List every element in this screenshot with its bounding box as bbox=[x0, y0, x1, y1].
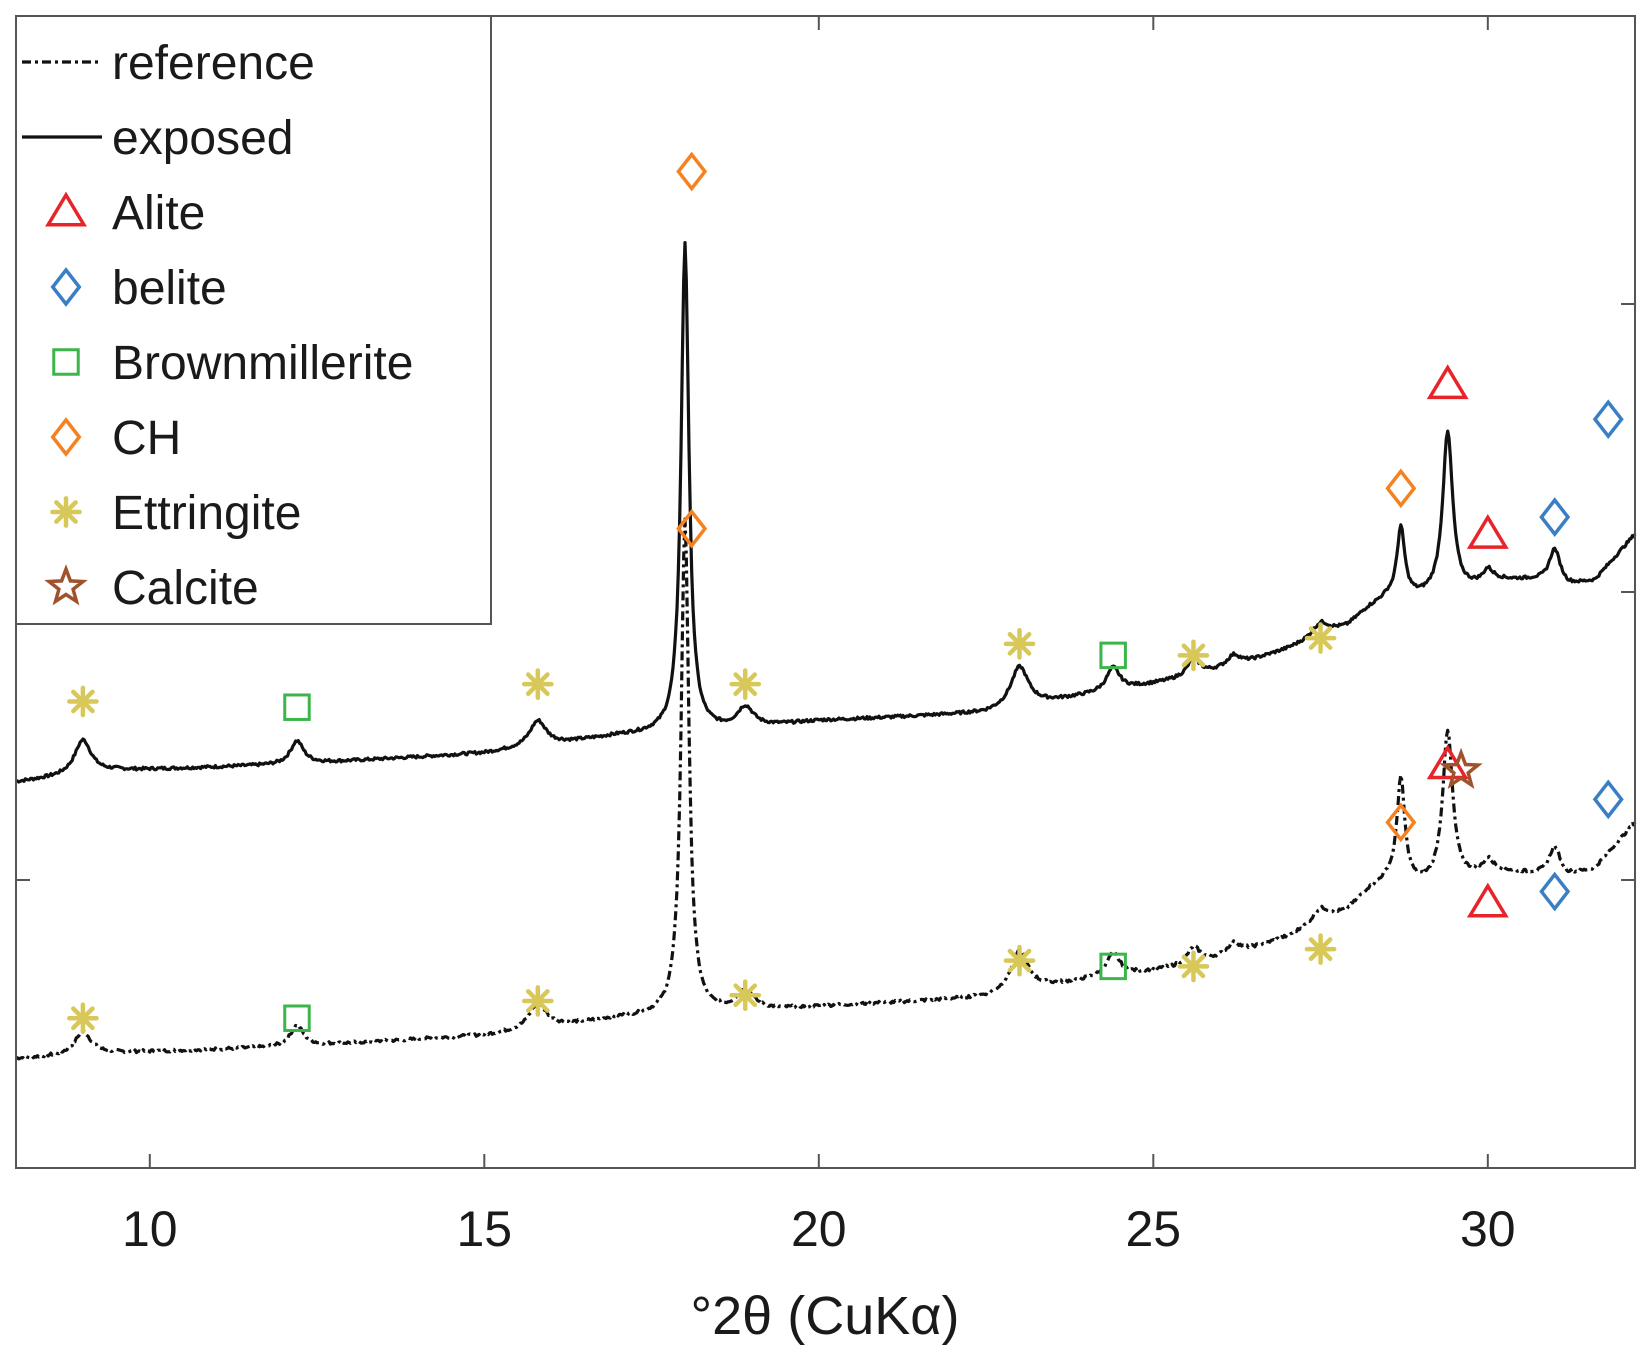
marker-ch-23 bbox=[1385, 802, 1417, 843]
marker-ettringite-15 bbox=[67, 1002, 99, 1035]
legend-label: Alite bbox=[112, 187, 205, 240]
series-line-exposed bbox=[15, 241, 1637, 784]
x-axis-label: °2θ (CuKα) bbox=[691, 1286, 960, 1346]
legend-label: reference bbox=[112, 37, 315, 90]
marker-brownmillerite-16 bbox=[283, 1004, 311, 1032]
legend-label: CH bbox=[112, 412, 181, 465]
legend-box bbox=[15, 15, 492, 625]
series-line-reference bbox=[15, 517, 1637, 1061]
legend-entry-alite: Alite bbox=[45, 187, 205, 240]
marker-ch-10 bbox=[1385, 468, 1417, 509]
x-tick-label-20: 20 bbox=[791, 1201, 847, 1257]
marker-ettringite-19 bbox=[1003, 944, 1036, 977]
marker-brownmillerite-20 bbox=[1099, 952, 1127, 981]
marker-ettringite-18 bbox=[729, 979, 762, 1012]
legend-entry-ch: CH bbox=[50, 412, 181, 465]
marker-ettringite-8 bbox=[1177, 639, 1210, 672]
x-tick-label-25: 25 bbox=[1126, 1201, 1182, 1257]
marker-calcite-25 bbox=[1439, 747, 1483, 790]
legend-label: belite bbox=[112, 262, 227, 315]
legend-entry-brownmillerite: Brownmillerite bbox=[52, 337, 413, 390]
legend-entry-exposed: exposed bbox=[22, 112, 293, 165]
series-layer bbox=[15, 241, 1637, 1061]
legend-swatch-calcite bbox=[44, 564, 88, 606]
marker-ettringite-6 bbox=[1003, 627, 1036, 660]
marker-ettringite-2 bbox=[521, 668, 554, 701]
marker-belite-13 bbox=[1539, 497, 1571, 537]
marker-ettringite-17 bbox=[521, 985, 554, 1017]
marker-alite-11 bbox=[1426, 364, 1469, 400]
legend-entry-reference: reference bbox=[22, 37, 315, 90]
marker-belite-14 bbox=[1592, 399, 1624, 440]
legend-swatch-ettringite bbox=[50, 496, 82, 528]
legend-swatch-belite bbox=[50, 267, 82, 307]
x-tick-label-10: 10 bbox=[122, 1201, 178, 1257]
marker-ettringite-9 bbox=[1304, 622, 1337, 654]
legend-entry-ettringite: Ettringite bbox=[50, 487, 301, 540]
legend-entry-calcite: Calcite bbox=[44, 562, 259, 615]
legend-label: Calcite bbox=[112, 562, 259, 615]
marker-belite-28 bbox=[1592, 779, 1624, 820]
marker-ettringite-5 bbox=[729, 668, 762, 701]
legend-swatch-alite bbox=[45, 191, 87, 227]
marker-ettringite-21 bbox=[1177, 950, 1210, 983]
marker-brownmillerite-1 bbox=[283, 693, 311, 721]
legend-label: Brownmillerite bbox=[112, 337, 413, 390]
legend-label: Ettringite bbox=[112, 487, 301, 540]
marker-alite-12 bbox=[1466, 513, 1509, 549]
x-tick-label-30: 30 bbox=[1460, 1201, 1516, 1257]
x-tick-label-15: 15 bbox=[456, 1201, 512, 1257]
marker-alite-26 bbox=[1466, 882, 1509, 918]
marker-brownmillerite-7 bbox=[1099, 641, 1127, 670]
marker-ettringite-0 bbox=[67, 685, 99, 718]
legend-label: exposed bbox=[112, 112, 293, 165]
tick-layer: 10 15 20 25 30 bbox=[16, 15, 1635, 1257]
legend-swatch-brownmillerite bbox=[52, 348, 80, 376]
legend-entry-belite: belite bbox=[50, 262, 227, 315]
marker-ch-4 bbox=[676, 508, 708, 549]
marker-layer bbox=[67, 151, 1624, 1035]
marker-ettringite-22 bbox=[1304, 933, 1337, 965]
legend-swatch-ch bbox=[50, 417, 82, 457]
marker-ch-3 bbox=[676, 151, 708, 192]
marker-belite-27 bbox=[1539, 871, 1571, 912]
legend: reference exposed Alite belite Brownmillerit… bbox=[15, 15, 492, 625]
